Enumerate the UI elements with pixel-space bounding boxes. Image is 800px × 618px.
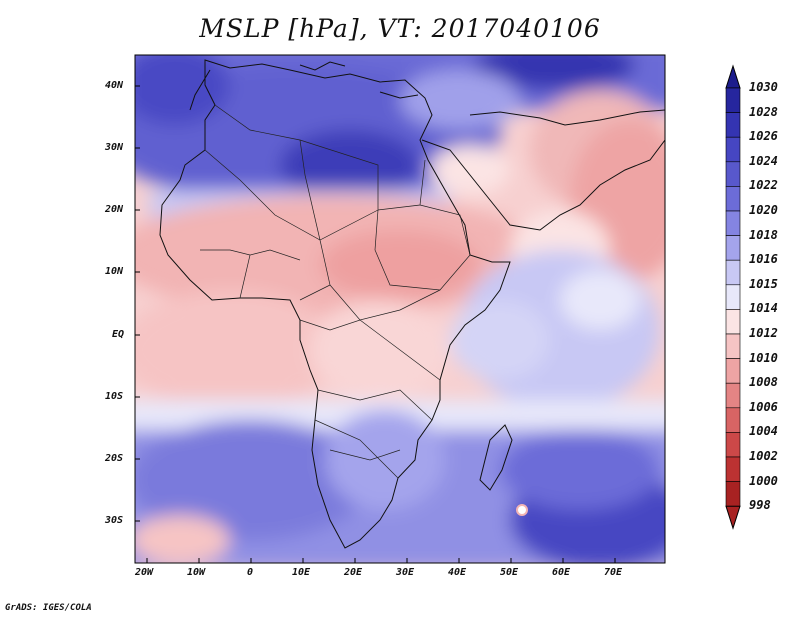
lon-label: 50E xyxy=(500,567,519,578)
colorbar-swatch xyxy=(725,284,741,310)
lat-label: 20N xyxy=(105,204,124,215)
colorbar-label: 1015 xyxy=(749,276,778,291)
colorbar-swatch xyxy=(725,161,741,187)
lat-label: 40N xyxy=(105,80,124,91)
colorbar-label: 1020 xyxy=(749,203,778,217)
colorbar-label: 1030 xyxy=(749,80,778,94)
colorbar-label: 1004 xyxy=(749,424,778,439)
colorbar-label: 998 xyxy=(749,498,771,513)
colorbar-label: 1012 xyxy=(749,326,778,340)
lon-label: 40E xyxy=(448,567,467,578)
map-frame xyxy=(134,54,666,564)
lon-label: 60E xyxy=(552,567,571,578)
pressure-field xyxy=(135,55,665,563)
colorbar-label: 1014 xyxy=(749,301,778,316)
lat-label: 10N xyxy=(105,266,124,277)
colorbar-label: 1016 xyxy=(749,252,778,267)
colorbar-swatch xyxy=(725,432,741,458)
colorbar-label: 1006 xyxy=(749,399,778,414)
lon-label: 30E xyxy=(396,567,415,578)
lat-label: 30S xyxy=(105,515,124,526)
colorbar-swatch xyxy=(725,407,741,433)
lat-label: 20S xyxy=(105,453,124,464)
colorbar-swatch xyxy=(725,186,741,212)
lon-label: 10W xyxy=(187,567,206,578)
coastlines xyxy=(159,59,665,549)
footer-credit: GrADS: IGES/COLA xyxy=(5,603,92,613)
colorbar-swatch xyxy=(725,382,741,409)
colorbar-arrow-top xyxy=(725,64,741,89)
lon-label: 20E xyxy=(344,567,363,578)
lat-label: 30N xyxy=(105,142,124,153)
lat-label: EQ xyxy=(112,329,125,340)
colorbar-label: 1024 xyxy=(749,153,778,168)
colorbar-swatch xyxy=(725,112,741,138)
colorbar-label: 1022 xyxy=(749,178,778,193)
colorbar-swatch xyxy=(725,136,741,163)
colorbar-swatch xyxy=(725,358,741,384)
colorbar-swatch xyxy=(725,210,741,236)
colorbar-swatch xyxy=(725,309,741,335)
lon-label: 0 xyxy=(247,567,254,578)
colorbar-label: 1010 xyxy=(749,350,778,365)
map-title: MSLP [hPa], VT: 2017040106 xyxy=(199,14,601,43)
colorbar xyxy=(725,64,741,530)
colorbar-swatch xyxy=(725,259,741,286)
lon-label: 20W xyxy=(135,567,154,578)
colorbar-label: 1008 xyxy=(749,375,778,390)
colorbar-label: 1000 xyxy=(749,473,778,488)
lat-label: 10S xyxy=(105,391,124,402)
colorbar-label: 1028 xyxy=(749,104,778,119)
lon-label: 10E xyxy=(292,567,311,578)
colorbar-swatch xyxy=(725,456,741,482)
axis-ticks xyxy=(135,85,616,563)
colorbar-swatch xyxy=(725,333,741,359)
colorbar-swatch xyxy=(725,87,741,113)
colorbar-swatch xyxy=(725,481,741,507)
lon-label: 70E xyxy=(604,567,623,578)
colorbar-label: 1026 xyxy=(749,129,778,144)
colorbar-swatch xyxy=(725,235,741,261)
country-borders xyxy=(200,104,471,479)
colorbar-label: 1002 xyxy=(749,449,778,463)
colorbar-arrow-bottom xyxy=(725,505,741,530)
colorbar-label: 1018 xyxy=(749,227,778,242)
